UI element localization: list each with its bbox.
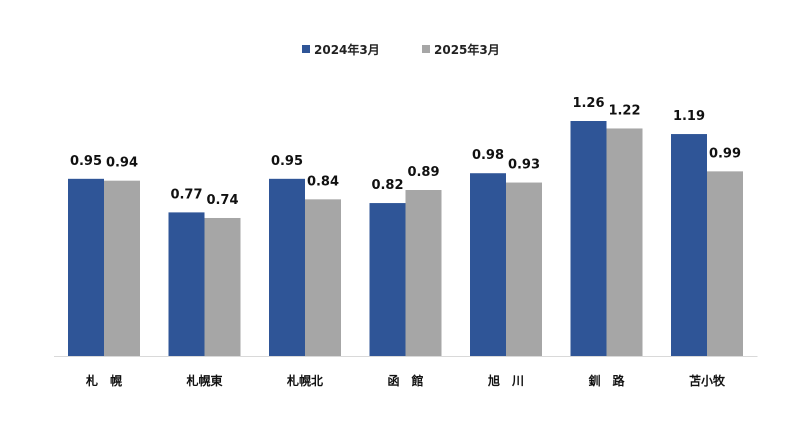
data-label-1-6: 1.26 bbox=[572, 96, 604, 111]
data-label-2-5: 0.93 bbox=[508, 158, 540, 173]
data-label-2-7: 0.99 bbox=[709, 146, 741, 161]
data-label-1-4: 0.82 bbox=[371, 178, 403, 193]
data-label-2-2: 0.74 bbox=[206, 193, 238, 208]
bar-2-4 bbox=[405, 190, 442, 356]
category-label-4: 函 館 bbox=[387, 373, 423, 388]
bar-1-7 bbox=[671, 134, 707, 356]
data-label-1-5: 0.98 bbox=[472, 148, 504, 163]
legend-swatch-2 bbox=[422, 45, 430, 53]
bar-1-6 bbox=[570, 121, 607, 356]
data-label-1-3: 0.95 bbox=[271, 154, 303, 169]
bar-1-2 bbox=[168, 212, 205, 356]
bar-2-7 bbox=[707, 171, 743, 356]
bar-2-6 bbox=[606, 128, 643, 356]
category-label-5: 旭 川 bbox=[487, 373, 524, 388]
data-label-1-1: 0.95 bbox=[70, 154, 102, 169]
category-label-1: 札 幌 bbox=[85, 373, 122, 388]
category-label-3: 札幌北 bbox=[286, 373, 323, 388]
data-label-2-3: 0.84 bbox=[307, 174, 339, 189]
bar-2-5 bbox=[506, 182, 542, 356]
legend-label-1: 2024年3月 bbox=[314, 42, 380, 57]
bar-2-1 bbox=[104, 180, 140, 356]
category-label-7: 苫小牧 bbox=[689, 373, 726, 388]
data-label-1-2: 0.77 bbox=[170, 187, 202, 202]
category-label-6: 釧 路 bbox=[587, 373, 625, 388]
data-label-2-6: 1.22 bbox=[608, 103, 640, 118]
data-label-2-1: 0.94 bbox=[106, 156, 138, 171]
category-label-2: 札幌東 bbox=[185, 373, 222, 388]
bar-1-3 bbox=[269, 178, 305, 356]
legend-label-2: 2025年3月 bbox=[434, 42, 500, 57]
data-label-1-7: 1.19 bbox=[673, 109, 705, 124]
bar-1-1 bbox=[68, 178, 104, 356]
bar-2-2 bbox=[204, 217, 241, 356]
data-label-2-4: 0.89 bbox=[407, 165, 439, 180]
bar-2-3 bbox=[305, 199, 341, 356]
bar-1-5 bbox=[470, 173, 506, 356]
bar-1-4 bbox=[369, 203, 406, 356]
legend-swatch-1 bbox=[302, 45, 310, 53]
